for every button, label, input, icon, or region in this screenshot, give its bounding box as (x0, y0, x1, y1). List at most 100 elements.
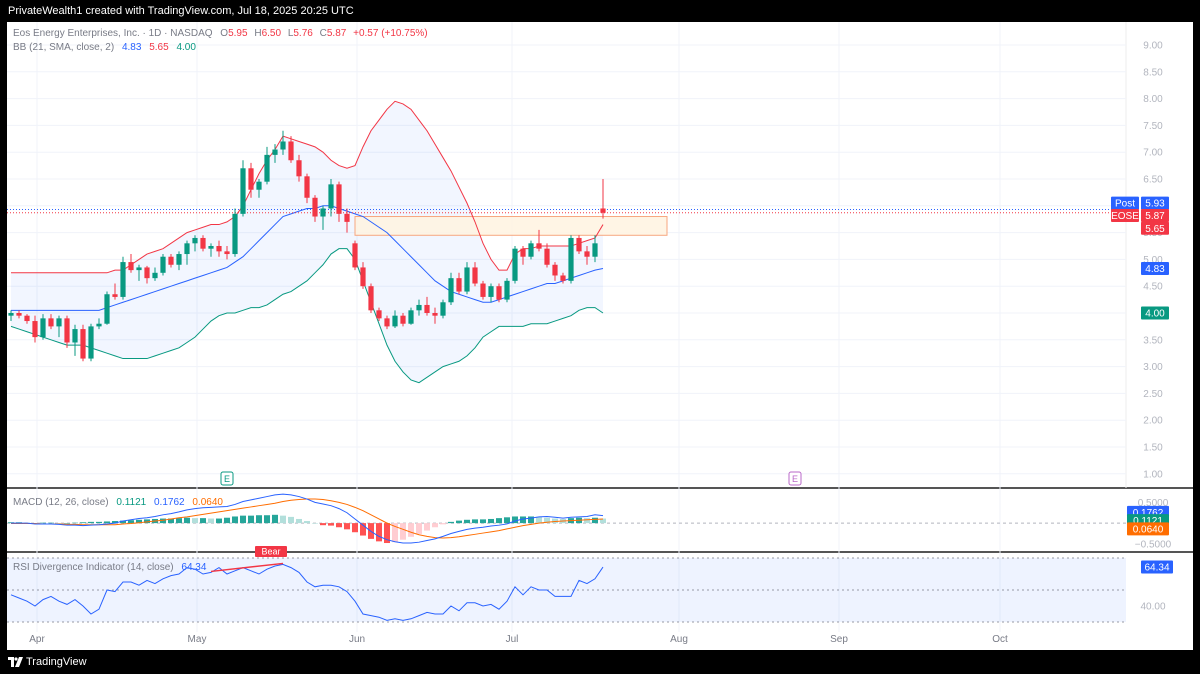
earnings-marker (220, 471, 234, 486)
rsi-divergence-line (210, 562, 284, 573)
price-axis: 9.008.508.007.507.006.506.005.505.004.50… (1143, 41, 1163, 481)
candlestick-series (8, 130, 606, 362)
candle-body (152, 272, 158, 279)
bollinger-band-fill (11, 101, 603, 383)
macd-histogram-bar (512, 516, 518, 524)
candle-body (72, 329, 78, 343)
candle-body (16, 313, 22, 316)
candle-body (600, 208, 606, 213)
candle-body (328, 184, 334, 209)
candle-body (336, 184, 342, 214)
candle-body (576, 237, 582, 252)
macd-histogram-bar (40, 522, 46, 524)
candle-body (56, 318, 62, 327)
candle-body (64, 318, 70, 343)
macd-tag: 0.1121 (1133, 516, 1163, 527)
macd-histogram-bar (48, 522, 54, 524)
candle-body (352, 243, 358, 268)
time-axis-label: Sep (830, 634, 848, 645)
macd-histogram-bar (600, 518, 606, 524)
legend-macd: MACD (12, 26, close) 0.1121 0.1762 0.064… (13, 497, 223, 508)
earnings-marker-label: E (792, 474, 798, 484)
rsi-line (10, 563, 604, 621)
price-tick-label: 3.00 (1143, 362, 1163, 373)
macd-histogram-bar (112, 521, 118, 524)
candle-body (552, 264, 558, 276)
macd-histogram-bar (176, 518, 182, 524)
candle-body (224, 251, 230, 255)
price-tick-label: 6.50 (1143, 175, 1163, 186)
rsi-tag-bg (1141, 560, 1173, 574)
chart-frame[interactable]: 9.008.508.007.507.006.506.005.505.004.50… (7, 22, 1193, 650)
candle-body (536, 243, 542, 249)
macd-histogram-bar (448, 521, 454, 524)
macd-histogram-bar (248, 515, 254, 524)
candle-body (280, 141, 286, 150)
macd-histogram-bar (120, 520, 126, 524)
candle-body (200, 237, 206, 249)
macd-histogram-bar (80, 522, 86, 524)
candle-body (344, 213, 350, 222)
macd-histogram-bar (224, 517, 230, 524)
macd-histogram-bar (320, 523, 326, 526)
time-axis-label: Oct (992, 634, 1008, 645)
candle-body (144, 267, 150, 279)
legend-bb: BB (21, SMA, close, 2) 4.83 5.65 4.00 (13, 42, 196, 53)
candle-body (568, 237, 574, 281)
macd-histogram-bar (160, 518, 166, 524)
macd-histogram-bar (144, 519, 150, 524)
macd-histogram-bar (440, 523, 446, 525)
macd-histogram-bar (200, 518, 206, 524)
candle-body (160, 256, 166, 273)
macd-histogram-bar (232, 516, 238, 524)
macd-histogram-bar (72, 522, 78, 524)
macd-histogram-bar (480, 519, 486, 524)
macd-histogram-bar (256, 515, 262, 524)
macd-histogram-bar (584, 518, 590, 524)
candle-body (456, 278, 462, 292)
macd-tag-bg (1127, 522, 1169, 536)
candle-body (184, 243, 190, 255)
macd-histogram-bar (328, 523, 334, 526)
rsi-pane: Bear 40.00 64.34 (7, 546, 1173, 623)
candle-body (504, 280, 510, 300)
candle-body (168, 256, 174, 265)
macd-tick-label: −0.5000 (1135, 539, 1172, 550)
post-value-tag: 5.93 (1145, 199, 1165, 210)
post-label-tag: Post (1115, 199, 1135, 210)
price-tick-label: 2.50 (1143, 389, 1163, 400)
macd-histogram-bar (216, 518, 222, 524)
price-tick-label: 1.50 (1143, 443, 1163, 454)
macd-histogram-bar (296, 518, 302, 524)
macd-histogram-bar (376, 523, 382, 542)
macd-histogram-bar (504, 517, 510, 524)
footer-bar: TradingView (0, 650, 1200, 674)
macd-histogram-bar (240, 515, 246, 524)
supply-zone[interactable] (354, 216, 668, 236)
macd-histogram-bar (424, 523, 430, 531)
chart-svg[interactable]: 9.008.508.007.507.006.506.005.505.004.50… (7, 22, 1193, 650)
candle-body (408, 310, 414, 324)
candle-body (592, 243, 598, 257)
candle-body (240, 168, 246, 214)
candle-body (360, 267, 366, 287)
macd-histogram-bar (352, 523, 358, 533)
price-tick-label: 5.00 (1143, 255, 1163, 266)
macd-histogram-bar (472, 519, 478, 524)
bb-lower-line (10, 248, 604, 384)
candle-body (496, 286, 502, 300)
candle-body (520, 248, 526, 257)
candle-body (112, 294, 118, 297)
bb-mid-line (11, 205, 604, 311)
macd-histogram-bar (96, 521, 102, 524)
price-tick-label: 7.00 (1143, 148, 1163, 159)
macd-histogram-bar (528, 516, 534, 524)
candle-body (320, 208, 326, 217)
bb-mid-tag: 4.83 (1145, 264, 1165, 275)
macd-tag: 0.0640 (1133, 524, 1164, 535)
time-axis-label: Jun (349, 634, 365, 645)
candle-body (528, 243, 534, 257)
price-tick-label: 2.00 (1143, 416, 1163, 427)
candle-body (416, 304, 422, 311)
